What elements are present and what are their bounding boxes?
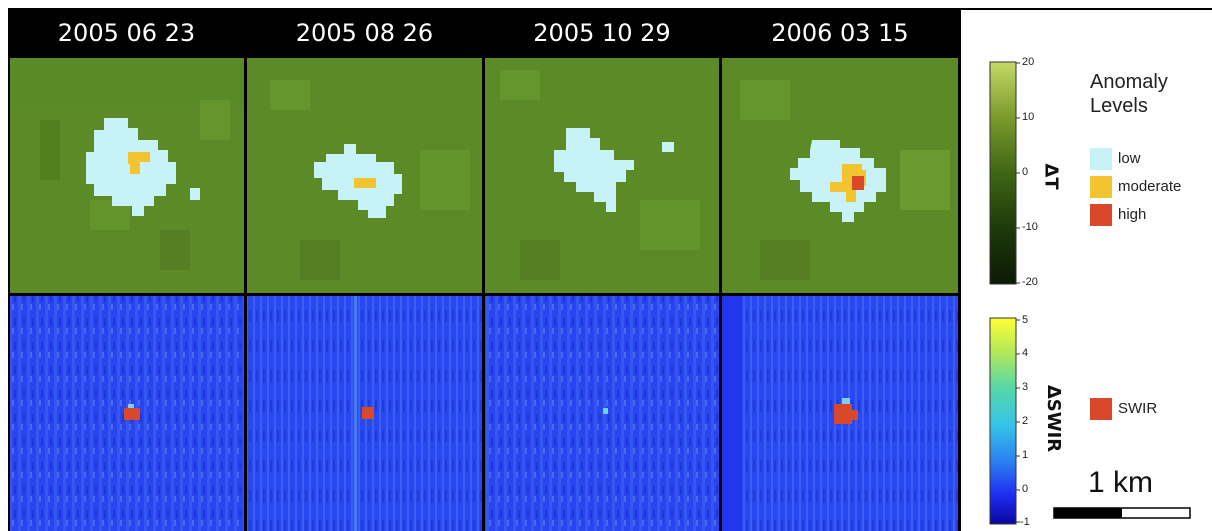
- date-label-1: 2005 06 23: [57, 19, 196, 47]
- delta-swir-axis-label: ΔSWIR: [1043, 384, 1065, 453]
- swir-tick: 3: [1022, 381, 1029, 393]
- swir-tick: -1: [1020, 516, 1030, 528]
- delta-swir-colorbar: [989, 317, 1017, 525]
- thermal-panel-3: [485, 58, 719, 293]
- legend-swatch-high: [1090, 204, 1112, 226]
- swir-tick: 2: [1022, 415, 1029, 427]
- date-label-3: 2005 10 29: [533, 19, 671, 47]
- thermal-panel-1: [10, 58, 244, 293]
- legend-swatch-swir: [1090, 398, 1112, 420]
- legend-swatch-moderate: [1090, 176, 1112, 198]
- delta-t-colorbar: [989, 61, 1017, 285]
- swir-tick: 1: [1022, 449, 1029, 461]
- legend-label-swir: SWIR: [1118, 400, 1158, 417]
- swir-panel-1: [10, 296, 244, 531]
- swir-panel-4: [722, 296, 958, 531]
- swir-tick: 5: [1022, 314, 1029, 326]
- dt-tick: -10: [1022, 221, 1038, 233]
- scale-bar-label: 1 km: [1088, 466, 1154, 499]
- date-label-4: 2006 03 15: [771, 19, 909, 47]
- legend-label-high: high: [1118, 206, 1147, 223]
- legend-swatch-low: [1090, 148, 1112, 170]
- swir-panel-2: [247, 296, 482, 531]
- swir-panel-3: [485, 296, 719, 531]
- delta-t-axis-label: ΔT: [1040, 163, 1062, 190]
- date-label-2: 2005 08 26: [295, 19, 434, 47]
- legend-title: Anomaly Levels: [1090, 71, 1168, 117]
- dt-tick: -20: [1022, 276, 1038, 288]
- thermal-panel-2: [247, 58, 482, 293]
- legend-label-moderate: moderate: [1118, 178, 1182, 195]
- date-header-bar: [9, 10, 959, 56]
- swir-tick: 4: [1022, 347, 1029, 359]
- scale-bar: [1053, 507, 1191, 519]
- dt-tick: 0: [1022, 166, 1029, 178]
- dt-tick: 10: [1022, 111, 1035, 123]
- legend-label-low: low: [1118, 150, 1141, 167]
- thermal-panel-4: [722, 58, 958, 293]
- swir-tick: 0: [1022, 483, 1029, 495]
- dt-tick: 20: [1022, 56, 1035, 68]
